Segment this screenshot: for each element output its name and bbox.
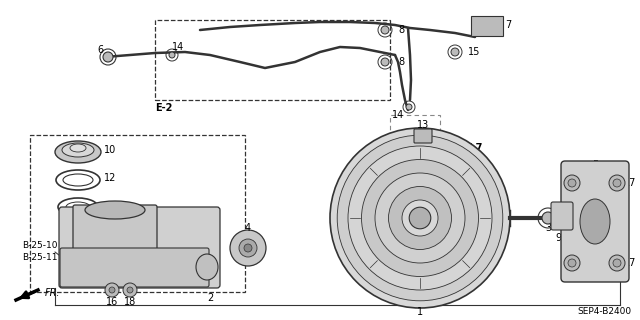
Circle shape	[239, 239, 257, 257]
Circle shape	[127, 287, 133, 293]
Circle shape	[381, 58, 389, 66]
Text: 17: 17	[624, 258, 636, 268]
Circle shape	[451, 48, 459, 56]
FancyBboxPatch shape	[471, 16, 503, 36]
Text: 18: 18	[124, 297, 136, 307]
Ellipse shape	[55, 141, 101, 163]
Circle shape	[609, 175, 625, 191]
Bar	[155, 20, 390, 100]
Text: 10: 10	[104, 145, 116, 155]
Text: 6: 6	[97, 45, 103, 55]
Text: 9: 9	[555, 233, 561, 243]
Text: E-7: E-7	[465, 143, 483, 153]
Text: FR.: FR.	[45, 288, 61, 298]
FancyBboxPatch shape	[59, 207, 220, 288]
Circle shape	[564, 255, 580, 271]
Ellipse shape	[400, 141, 410, 155]
Text: 2: 2	[207, 293, 213, 303]
Bar	[390, 115, 440, 168]
Circle shape	[609, 255, 625, 271]
Circle shape	[542, 212, 554, 224]
Ellipse shape	[62, 143, 94, 157]
Text: 11: 11	[104, 202, 116, 212]
Circle shape	[103, 52, 113, 62]
Text: 14: 14	[172, 42, 184, 52]
FancyBboxPatch shape	[73, 205, 157, 257]
Circle shape	[409, 207, 431, 229]
Circle shape	[330, 128, 510, 308]
Ellipse shape	[196, 254, 218, 280]
Ellipse shape	[70, 144, 86, 152]
Ellipse shape	[85, 201, 145, 219]
Circle shape	[568, 179, 576, 187]
Text: 16: 16	[106, 297, 118, 307]
Circle shape	[388, 187, 451, 250]
FancyBboxPatch shape	[561, 161, 629, 282]
Circle shape	[362, 159, 479, 276]
Circle shape	[406, 104, 412, 110]
Text: 8: 8	[398, 25, 404, 35]
Circle shape	[109, 287, 115, 293]
Circle shape	[613, 179, 621, 187]
Text: B-25-11: B-25-11	[22, 253, 58, 262]
Text: 5: 5	[592, 160, 598, 170]
FancyBboxPatch shape	[414, 129, 432, 143]
Text: 13: 13	[417, 120, 429, 130]
Text: 17: 17	[624, 178, 636, 188]
Circle shape	[105, 283, 119, 297]
Circle shape	[568, 259, 576, 267]
Circle shape	[169, 52, 175, 58]
FancyBboxPatch shape	[60, 248, 209, 287]
FancyBboxPatch shape	[551, 202, 573, 230]
Circle shape	[402, 200, 438, 236]
Text: 3: 3	[545, 223, 551, 233]
Text: 15: 15	[468, 47, 481, 57]
Text: 17: 17	[565, 215, 577, 225]
Text: SEP4-B2400: SEP4-B2400	[578, 308, 632, 316]
Text: E-2: E-2	[155, 103, 172, 113]
Text: 14: 14	[392, 110, 404, 120]
Circle shape	[230, 230, 266, 266]
Circle shape	[348, 146, 492, 290]
Text: 12: 12	[104, 173, 116, 183]
Text: 1: 1	[417, 307, 423, 317]
Circle shape	[375, 173, 465, 263]
Bar	[30, 135, 245, 292]
Circle shape	[244, 244, 252, 252]
Ellipse shape	[580, 199, 610, 244]
Text: B-25-10: B-25-10	[22, 241, 58, 250]
FancyBboxPatch shape	[393, 134, 417, 162]
Circle shape	[381, 26, 389, 34]
Circle shape	[564, 175, 580, 191]
Text: 7: 7	[505, 20, 511, 30]
Circle shape	[123, 283, 137, 297]
Circle shape	[613, 259, 621, 267]
Text: 8: 8	[398, 57, 404, 67]
Text: 4: 4	[245, 223, 251, 233]
Circle shape	[337, 135, 503, 301]
